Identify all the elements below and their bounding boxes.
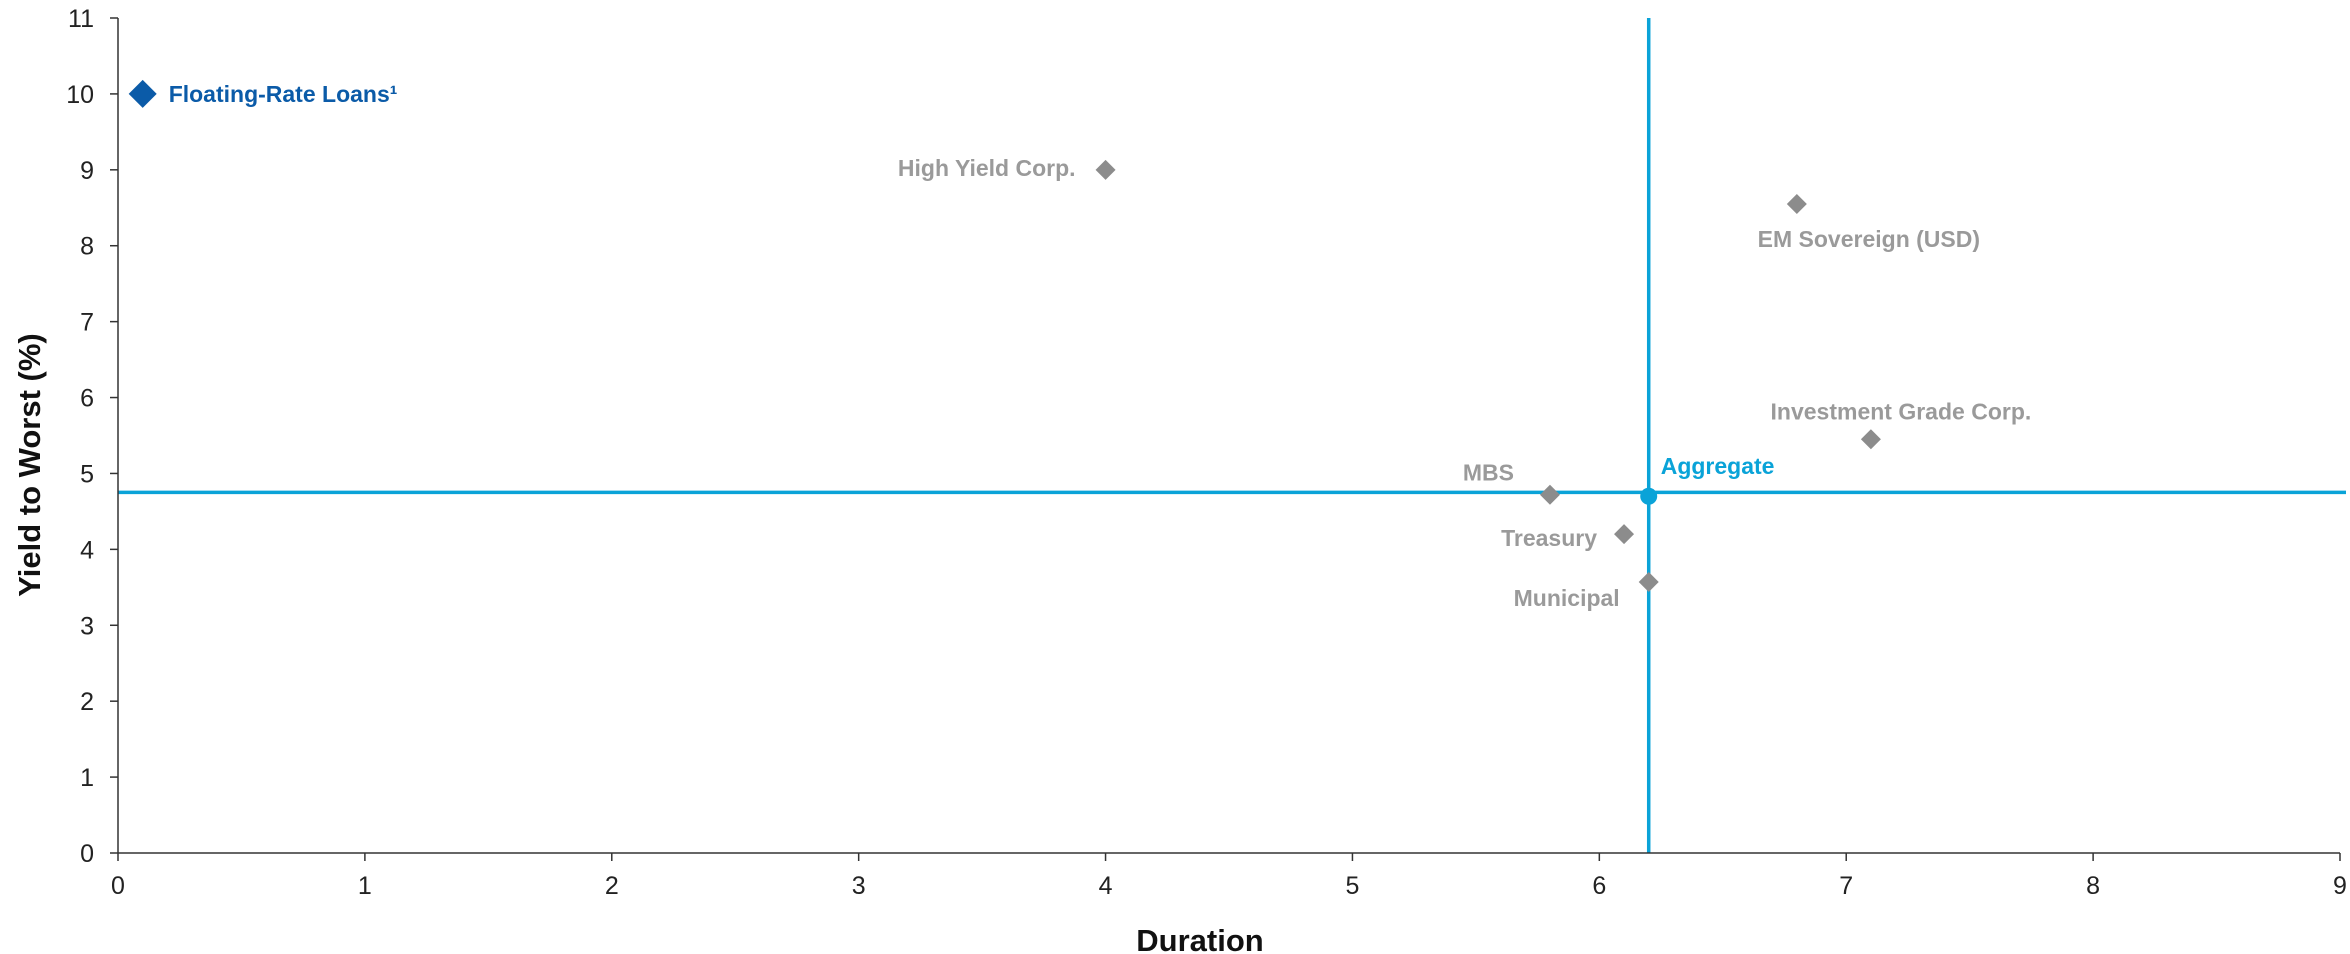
point-label-em-sovereign-usd: EM Sovereign (USD)	[1758, 226, 1980, 252]
y-tick-label: 4	[80, 536, 94, 564]
point-label-high-yield-corp: High Yield Corp.	[898, 155, 1076, 181]
data-points: Floating-Rate Loans¹ High Yield Corp. EM S…	[128, 79, 2032, 611]
y-tick-label: 7	[80, 309, 94, 337]
point-label-treasury: Treasury	[1501, 525, 1597, 551]
y-axis-title: Yield to Worst (%)	[12, 333, 47, 597]
point-label-mbs: MBS	[1463, 460, 1514, 486]
y-tick-label: 5	[80, 460, 94, 488]
y-tick-label: 10	[66, 81, 94, 109]
x-tick-label: 1	[358, 872, 372, 900]
point-label-floating-rate-loans: Floating-Rate Loans¹	[169, 81, 398, 107]
point-investment-grade-corp	[1860, 429, 1881, 450]
point-label-investment-grade-corp: Investment Grade Corp.	[1771, 398, 2032, 424]
y-axis-ticks: 0 1 2 3 4 5 6 7 8 9 10 11	[66, 5, 118, 868]
x-tick-label: 3	[852, 872, 866, 900]
y-tick-label: 9	[80, 157, 94, 185]
x-tick-label: 5	[1345, 872, 1359, 900]
point-municipal	[1638, 572, 1659, 593]
point-aggregate	[1640, 487, 1658, 505]
y-tick-label: 2	[80, 688, 94, 716]
y-tick-label: 8	[80, 233, 94, 261]
point-label-municipal: Municipal	[1514, 585, 1620, 611]
point-treasury	[1614, 524, 1635, 545]
x-axis-title: Duration	[1136, 923, 1263, 954]
y-tick-label: 6	[80, 385, 94, 413]
x-tick-label: 7	[1839, 872, 1853, 900]
y-tick-label: 0	[80, 840, 94, 868]
x-tick-label: 4	[1099, 872, 1113, 900]
y-tick-label: 11	[68, 5, 94, 33]
x-tick-label: 8	[2086, 872, 2100, 900]
x-tick-label: 0	[111, 872, 125, 900]
point-high-yield-corp	[1095, 159, 1116, 180]
y-tick-label: 1	[80, 764, 94, 792]
y-tick-label: 3	[80, 612, 94, 640]
x-tick-label: 6	[1592, 872, 1606, 900]
x-tick-label: 2	[605, 872, 619, 900]
point-mbs	[1539, 484, 1560, 505]
point-em-sovereign-usd	[1786, 193, 1807, 214]
x-tick-label: 9	[2333, 872, 2347, 900]
point-label-aggregate: Aggregate	[1661, 453, 1775, 479]
point-floating-rate-loans	[128, 79, 157, 108]
x-axis-ticks: 0 1 2 3 4 5 6 7 8 9	[111, 853, 2347, 900]
